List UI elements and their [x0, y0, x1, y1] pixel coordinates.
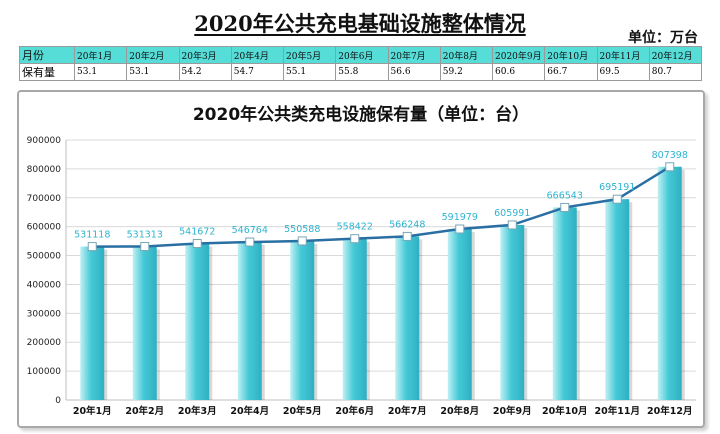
line-marker	[612, 194, 622, 204]
x-tick-label: 20年6月	[335, 405, 374, 417]
x-tick-label: 20年11月	[595, 405, 640, 417]
bar	[237, 242, 262, 400]
table-cell: 60.6	[491, 63, 546, 81]
page-title: 2020年公共充电基础设施整体情况	[194, 11, 526, 36]
data-label: 695191	[599, 182, 635, 193]
table-cell: 56.6	[387, 63, 441, 81]
y-tick-label: 900000	[27, 136, 62, 146]
table-header-cell: 2020年9月	[491, 46, 546, 64]
bar	[500, 224, 525, 400]
line-marker	[402, 231, 412, 241]
data-label: 566248	[389, 219, 425, 230]
y-tick-label: 200000	[27, 338, 62, 348]
line-marker	[297, 236, 307, 246]
line-marker	[245, 237, 255, 247]
table-header-cell: 月份	[19, 46, 75, 64]
table-header-cell: 20年5月	[282, 46, 337, 64]
x-tick-label: 20年9月	[493, 405, 532, 417]
line-marker	[665, 162, 675, 172]
table-cell: 55.1	[282, 63, 337, 81]
data-label: 541672	[179, 227, 215, 238]
table-cell: 53.1	[73, 63, 128, 81]
data-label: 605991	[494, 208, 530, 219]
bar	[342, 238, 367, 400]
table-cell: 69.5	[596, 63, 650, 81]
x-tick-label: 20年7月	[388, 405, 427, 417]
line-marker	[140, 242, 150, 252]
table-header-cell: 20年8月	[439, 46, 494, 64]
x-tick-label: 20年4月	[230, 405, 269, 417]
table-header-row: 月份 20年1月 20年2月 20年3月 20年4月 20年5月 20年6月 2…	[19, 46, 703, 64]
y-tick-label: 700000	[27, 194, 62, 204]
x-tick-label: 20年1月	[73, 405, 112, 417]
table-row: 保有量 53.1 53.1 54.2 54.7 55.1 55.8 56.6 5…	[19, 63, 703, 81]
x-tick-label: 20年8月	[440, 405, 479, 417]
data-label: 531313	[127, 230, 163, 241]
data-label: 546764	[232, 225, 268, 236]
chart-svg: 0 100000 200000 300000 400000 500000 600000 700…	[27, 136, 696, 417]
table-cell: 53.1	[126, 63, 180, 81]
table-header-cell: 20年1月	[73, 46, 128, 64]
line-marker	[507, 220, 517, 230]
bar	[290, 240, 315, 400]
data-table: 月份 20年1月 20年2月 20年3月 20年4月 20年5月 20年6月 2…	[19, 46, 703, 81]
y-tick-label: 800000	[27, 165, 62, 175]
bar	[605, 199, 630, 400]
bar	[185, 243, 210, 400]
bar	[447, 228, 472, 400]
table-header-cell: 20年10月	[544, 46, 598, 64]
data-label: 550588	[284, 224, 320, 235]
line-marker	[560, 202, 570, 212]
y-tick-label: 100000	[27, 367, 62, 377]
table-cell: 55.8	[335, 63, 389, 81]
x-tick-label: 20年10月	[542, 405, 587, 417]
series-line	[92, 165, 671, 248]
y-tick-label: 0	[55, 396, 61, 406]
bar	[552, 207, 577, 400]
bar	[132, 246, 157, 400]
line-marker	[455, 224, 465, 234]
data-label: 558422	[337, 222, 373, 233]
y-tick-label: 300000	[27, 309, 62, 319]
table-header-cell: 20年6月	[335, 46, 389, 64]
data-label: 591979	[442, 212, 478, 223]
chart-container: 2020年公共类充电设施保有量（单位：台） 0 100000 200000 30000…	[17, 90, 705, 428]
table-cell: 59.2	[439, 63, 494, 81]
data-label: 531118	[74, 230, 110, 241]
y-tick-label: 600000	[27, 223, 62, 233]
table-header-cell: 20年2月	[126, 46, 180, 64]
bar	[80, 246, 105, 400]
line-marker	[350, 234, 360, 244]
line-marker	[87, 242, 97, 252]
x-tick-label: 20年12月	[647, 405, 692, 417]
table-header-cell: 20年7月	[387, 46, 441, 64]
table-cell: 54.2	[178, 63, 232, 81]
data-label: 807398	[652, 150, 688, 161]
x-tick-label: 20年3月	[178, 405, 217, 417]
table-header-cell: 20年12月	[648, 46, 703, 64]
unit-label: 单位：万台	[628, 30, 698, 46]
y-tick-label: 400000	[27, 280, 62, 290]
chart-title: 2020年公共类充电设施保有量（单位：台）	[192, 105, 530, 125]
bar	[657, 166, 682, 400]
y-tick-label: 500000	[27, 252, 62, 262]
x-tick-label: 20年5月	[283, 405, 322, 417]
data-label: 666543	[547, 190, 583, 201]
table-cell: 80.7	[648, 63, 703, 81]
table-cell: 54.7	[230, 63, 285, 81]
line-marker	[192, 239, 202, 249]
table-cell: 66.7	[544, 63, 598, 81]
table-header-cell: 20年4月	[230, 46, 285, 64]
table-row-label: 保有量	[19, 63, 75, 81]
table-header-cell: 20年3月	[178, 46, 232, 64]
x-tick-label: 20年2月	[125, 405, 164, 417]
bar	[395, 236, 420, 400]
table-header-cell: 20年11月	[596, 46, 650, 64]
